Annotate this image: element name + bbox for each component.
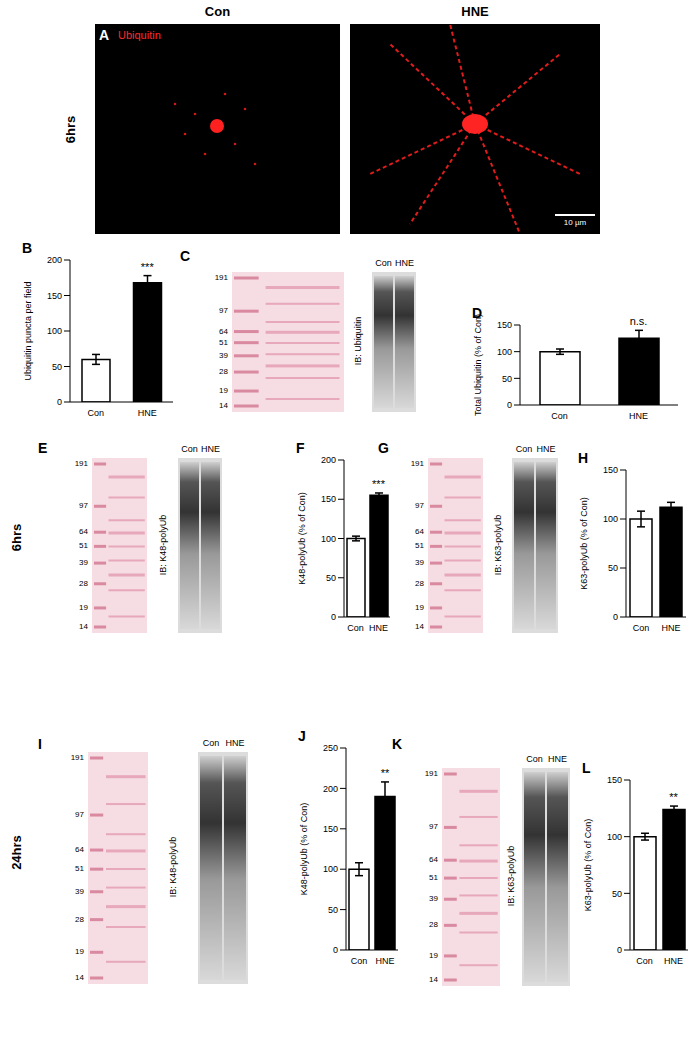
svg-text:HNE: HNE — [661, 623, 680, 633]
svg-text:0: 0 — [507, 400, 512, 410]
svg-text:0: 0 — [617, 945, 622, 955]
svg-text:50: 50 — [328, 905, 338, 915]
svg-text:***: *** — [372, 478, 386, 490]
svg-text:HNE: HNE — [629, 411, 648, 421]
svg-text:Con: Con — [351, 956, 368, 966]
svg-text:50: 50 — [502, 374, 512, 384]
svg-text:150: 150 — [323, 824, 338, 834]
svg-text:100: 100 — [607, 832, 622, 842]
svg-text:150: 150 — [321, 494, 336, 504]
svg-text:K48-polyUb (% of Con): K48-polyUb (% of Con) — [299, 803, 309, 896]
svg-text:200: 200 — [323, 784, 338, 794]
svg-text:0: 0 — [613, 612, 618, 622]
svg-text:n.s.: n.s. — [630, 315, 648, 327]
svg-text:K48-polyUb (% of Con): K48-polyUb (% of Con) — [297, 492, 307, 585]
svg-text:K63-polyUb (% of Con): K63-polyUb (% of Con) — [579, 497, 589, 590]
svg-text:HNE: HNE — [664, 956, 683, 966]
svg-text:100: 100 — [497, 347, 512, 357]
svg-text:100: 100 — [47, 326, 62, 336]
svg-text:200: 200 — [321, 455, 336, 465]
svg-text:HNE: HNE — [138, 408, 157, 418]
svg-text:Total Ubiquitin (% of Con): Total Ubiquitin (% of Con) — [473, 314, 483, 416]
svg-text:Con: Con — [347, 623, 364, 633]
svg-text:0: 0 — [333, 945, 338, 955]
svg-text:250: 250 — [323, 743, 338, 753]
svg-text:0: 0 — [57, 397, 62, 407]
svg-text:Con: Con — [636, 956, 653, 966]
svg-text:Ubiquitin puncta per field: Ubiquitin puncta per field — [23, 281, 33, 380]
svg-text:150: 150 — [603, 465, 618, 475]
svg-text:50: 50 — [52, 362, 62, 372]
svg-text:50: 50 — [608, 563, 618, 573]
svg-text:Con: Con — [87, 408, 104, 418]
svg-text:50: 50 — [326, 573, 336, 583]
svg-text:100: 100 — [323, 864, 338, 874]
svg-text:**: ** — [669, 791, 678, 803]
svg-text:200: 200 — [47, 255, 62, 265]
svg-text:150: 150 — [607, 775, 622, 785]
svg-text:Con: Con — [633, 623, 650, 633]
svg-text:**: ** — [381, 767, 390, 779]
svg-text:K63-polyUb (% of Con): K63-polyUb (% of Con) — [583, 819, 593, 912]
svg-text:HNE: HNE — [369, 623, 388, 633]
svg-text:***: *** — [141, 261, 155, 273]
svg-text:150: 150 — [47, 291, 62, 301]
svg-text:0: 0 — [331, 612, 336, 622]
svg-text:50: 50 — [612, 889, 622, 899]
svg-text:Con: Con — [551, 411, 568, 421]
svg-text:HNE: HNE — [375, 956, 394, 966]
svg-text:100: 100 — [321, 534, 336, 544]
svg-text:150: 150 — [497, 320, 512, 330]
svg-text:100: 100 — [603, 514, 618, 524]
